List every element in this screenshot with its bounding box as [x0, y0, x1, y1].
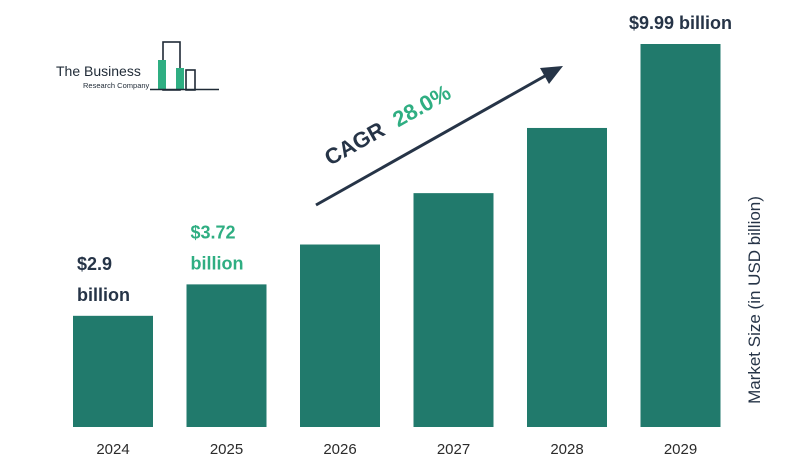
logo-line-2: Research Company: [83, 81, 150, 90]
bar-2026: [300, 244, 380, 427]
cagr-label: CAGR: [320, 117, 389, 171]
data-label-2029-line-1: $9.99 billion: [629, 13, 732, 33]
x-tick-2029: 2029: [664, 441, 697, 458]
x-tick-2027: 2027: [437, 441, 470, 458]
x-tick-2026: 2026: [323, 441, 356, 458]
cagr-arrow-line: [315, 70, 553, 207]
x-tick-2028: 2028: [550, 441, 583, 458]
data-label-2024-line-1: $2.9: [77, 254, 112, 274]
bar-2027: [413, 193, 494, 427]
cagr-text: CAGR 28.0%: [320, 80, 455, 171]
cagr-annotation: CAGR 28.0%: [315, 66, 563, 207]
x-tick-2025: 2025: [210, 441, 243, 458]
building-icon: [150, 41, 219, 91]
bar-2029: [640, 44, 721, 427]
data-label-2025-line-2: billion: [191, 253, 244, 273]
y-axis-label: Market Size (in USD billion): [745, 196, 764, 404]
bar-2028: [527, 127, 607, 427]
data-label-2025-line-1: $3.72: [191, 222, 236, 242]
bars-group: [73, 44, 721, 427]
data-labels: $2.9 billion $3.72 billion $9.99 billion: [77, 13, 732, 305]
x-tick-2024: 2024: [96, 441, 129, 458]
logo-line-1: The Business: [56, 63, 141, 79]
company-logo: The Business Research Company: [56, 41, 219, 91]
bar-2024: [73, 315, 153, 427]
cagr-value: 28.0%: [388, 80, 455, 132]
data-label-2024-line-2: billion: [77, 285, 130, 305]
cagr-arrow-head: [540, 66, 563, 84]
x-tick-labels: 2024 2025 2026 2027 2028 2029: [96, 441, 697, 458]
bar-2025: [186, 284, 267, 427]
